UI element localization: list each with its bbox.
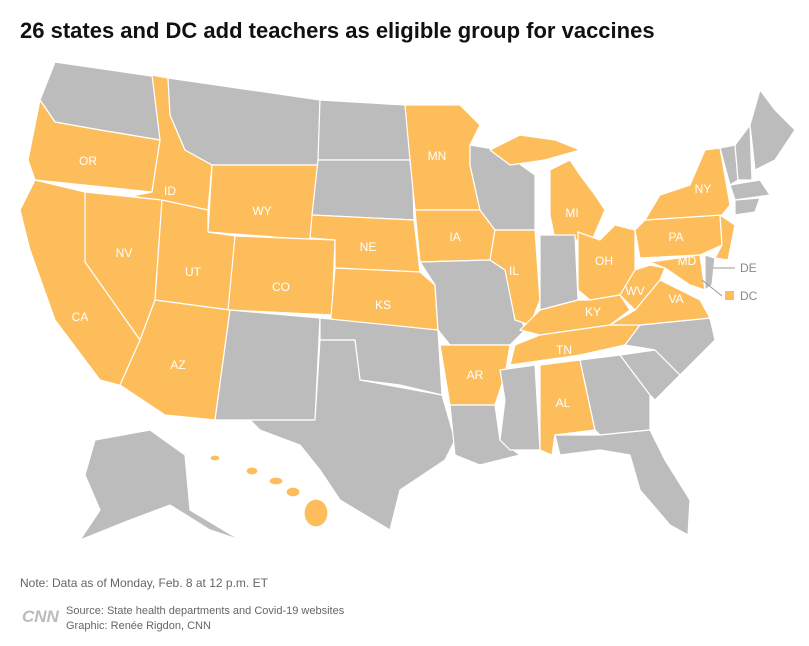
state bbox=[734, 124, 753, 181]
state bbox=[207, 164, 319, 241]
state-label: OR bbox=[79, 154, 97, 168]
state-label: HI bbox=[280, 513, 292, 527]
states bbox=[19, 61, 796, 541]
island bbox=[303, 498, 329, 528]
callout-de: DE bbox=[740, 261, 757, 275]
island bbox=[268, 476, 284, 486]
state-label: AR bbox=[467, 368, 484, 382]
state bbox=[167, 77, 321, 166]
leader bbox=[701, 279, 723, 297]
island bbox=[285, 486, 301, 498]
state-label: MN bbox=[428, 149, 447, 163]
state bbox=[554, 429, 691, 536]
state bbox=[489, 134, 581, 166]
hawaii bbox=[209, 454, 329, 528]
callout-dc: DC bbox=[740, 289, 758, 303]
state bbox=[311, 159, 415, 221]
state-label: OH bbox=[595, 254, 613, 268]
state bbox=[489, 229, 541, 326]
state-label: UT bbox=[185, 265, 202, 279]
state bbox=[227, 235, 336, 316]
state bbox=[644, 147, 731, 221]
state bbox=[19, 179, 141, 391]
logo: CNN bbox=[22, 607, 60, 626]
state-label: IL bbox=[509, 264, 519, 278]
state-label: AZ bbox=[170, 358, 185, 372]
state bbox=[214, 309, 321, 421]
state bbox=[499, 364, 541, 451]
source: Source: State health departments and Cov… bbox=[66, 605, 345, 617]
state-label: WY bbox=[252, 204, 271, 218]
state bbox=[539, 234, 579, 311]
state-label: KS bbox=[375, 298, 391, 312]
state bbox=[439, 344, 511, 406]
state-label: MI bbox=[565, 206, 578, 220]
state-label: ID bbox=[164, 184, 176, 198]
dc-swatch bbox=[725, 291, 734, 300]
state-label: NE bbox=[360, 240, 377, 254]
state bbox=[714, 214, 736, 261]
state bbox=[734, 197, 761, 216]
state-label: MD bbox=[678, 254, 697, 268]
state bbox=[749, 89, 796, 171]
state-label: NY bbox=[695, 182, 712, 196]
state bbox=[549, 159, 606, 241]
state bbox=[249, 339, 456, 531]
note: Note: Data as of Monday, Feb. 8 at 12 p.… bbox=[20, 576, 269, 590]
state-labels: OR ID WY MN NV UT CO NE IA KS IL MI OH PA NY MD WV VA KY TN… bbox=[72, 149, 712, 527]
state bbox=[649, 254, 706, 291]
state bbox=[317, 99, 413, 161]
title: 26 states and DC add teachers as eligibl… bbox=[20, 18, 655, 43]
credit: Graphic: Renée Rigdon, CNN bbox=[66, 620, 211, 632]
state-label: TN bbox=[556, 343, 572, 357]
state-label: AL bbox=[556, 396, 571, 410]
state-label: CA bbox=[72, 310, 89, 324]
state-label: CO bbox=[272, 280, 290, 294]
state bbox=[704, 254, 716, 291]
state-label: NV bbox=[116, 246, 133, 260]
state-label: VA bbox=[668, 292, 683, 306]
state bbox=[79, 429, 241, 541]
island bbox=[245, 466, 259, 476]
island bbox=[209, 454, 221, 462]
state bbox=[449, 404, 521, 466]
state bbox=[619, 349, 681, 401]
state-label: PA bbox=[668, 230, 683, 244]
state-label: IA bbox=[449, 230, 460, 244]
state-label: KY bbox=[585, 305, 601, 319]
state-label: WV bbox=[625, 284, 644, 298]
state bbox=[729, 179, 771, 201]
